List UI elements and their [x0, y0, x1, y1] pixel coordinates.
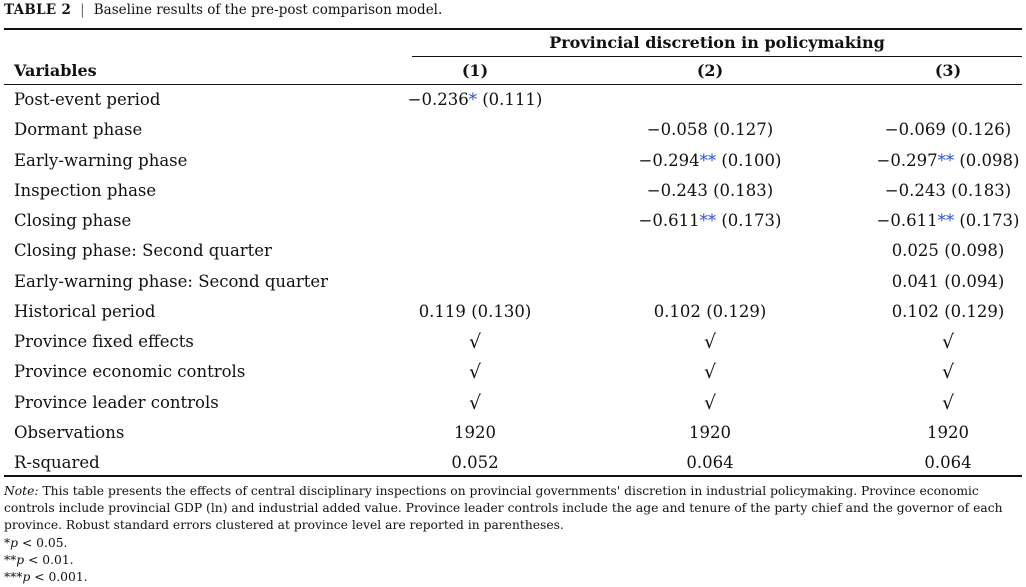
- checkmark-icon: √: [941, 361, 955, 384]
- coefficient: −0.243: [884, 180, 946, 200]
- row-label: Province leader controls: [14, 392, 219, 412]
- table-row: Post-event period −0.236* (0.111): [0, 88, 1026, 118]
- cell-value: 0.064: [686, 453, 734, 472]
- coefficient: −0.069: [884, 120, 946, 140]
- note-text: This table presents the effects of centr…: [4, 484, 1003, 533]
- row-label: Closing phase: Second quarter: [14, 241, 272, 261]
- coefficient: 0.041: [891, 271, 939, 291]
- column-spanner-heading: Provincial discretion in policymaking: [549, 33, 885, 52]
- variables-heading: Variables: [14, 61, 97, 80]
- table-notes: Note: This table presents the effects of…: [4, 483, 1022, 586]
- coefficient: −0.236: [407, 90, 469, 109]
- table-row: Early-warning phase: Second quarter 0.041…: [0, 270, 1026, 300]
- cell-value: 1920: [689, 422, 731, 442]
- standard-error: (0.127): [713, 120, 774, 140]
- coefficient: −0.297: [876, 150, 938, 170]
- table-caption: TABLE 2 | Baseline results of the pre-post…: [4, 2, 442, 18]
- cell-value: 1920: [454, 422, 496, 442]
- checkmark-icon: √: [468, 361, 482, 384]
- standard-error: (0.129): [706, 301, 767, 321]
- caption-separator: |: [80, 2, 85, 18]
- coefficient: −0.611: [876, 211, 938, 230]
- row-label: Inspection phase: [14, 180, 157, 200]
- significance-stars: **: [699, 150, 717, 170]
- table-row: R-squared 0.052 0.064 0.064: [0, 451, 1026, 481]
- table-row: Historical period 0.119 (0.130) 0.102 (0.1…: [0, 300, 1026, 330]
- spanner-rule: [412, 56, 1022, 57]
- standard-error: (0.129): [944, 301, 1005, 321]
- coefficient: 0.102: [653, 301, 701, 321]
- coefficient: −0.294: [638, 150, 700, 170]
- cell-value: 0.064: [924, 453, 972, 472]
- table-row: Dormant phase −0.058 (0.127) −0.069 (0.126…: [0, 118, 1026, 148]
- standard-error: (0.173): [959, 211, 1020, 230]
- standard-error: (0.098): [944, 241, 1005, 261]
- cell-value: 1920: [927, 422, 969, 442]
- row-label: Early-warning phase: Second quarter: [14, 271, 329, 291]
- row-label: R-squared: [14, 453, 100, 472]
- header-rule: [4, 84, 1022, 85]
- standard-error: (0.183): [713, 180, 774, 200]
- table-label: TABLE 2: [4, 2, 72, 18]
- checkmark-icon: √: [468, 391, 482, 414]
- row-label: Historical period: [14, 301, 156, 321]
- checkmark-icon: √: [703, 391, 717, 414]
- standard-error: (0.094): [944, 271, 1005, 291]
- row-label: Observations: [14, 422, 125, 442]
- significance-line-3: ***p < 0.001.: [4, 570, 88, 585]
- table-row: Province leader controls √ √ √: [0, 391, 1026, 421]
- top-rule: [4, 28, 1022, 30]
- coefficient: 0.102: [891, 301, 939, 321]
- significance-line-2: **p < 0.01.: [4, 552, 74, 567]
- standard-error: (0.173): [721, 211, 782, 230]
- note-paragraph: Note: This table presents the effects of…: [4, 483, 1022, 535]
- table-row: Province economic controls √ √ √: [0, 360, 1026, 390]
- standard-error: (0.098): [959, 150, 1020, 170]
- table-row: Province fixed effects √ √ √: [0, 330, 1026, 360]
- standard-error: (0.183): [951, 180, 1012, 200]
- checkmark-icon: √: [941, 391, 955, 414]
- row-label: Early-warning phase: [14, 150, 188, 170]
- row-label: Post-event period: [14, 90, 161, 109]
- caption-text: Baseline results of the pre-post compari…: [93, 2, 443, 18]
- note-label: Note:: [4, 484, 39, 498]
- table-row: Closing phase −0.611** (0.173) −0.611** (0…: [0, 209, 1026, 239]
- row-label: Province fixed effects: [14, 332, 194, 351]
- table-row: Inspection phase −0.243 (0.183) −0.243 (0.…: [0, 179, 1026, 209]
- checkmark-icon: √: [703, 361, 717, 384]
- coefficient: −0.058: [646, 120, 708, 140]
- significance-stars: **: [699, 211, 717, 230]
- coefficient: −0.243: [646, 180, 708, 200]
- row-label: Closing phase: [14, 211, 132, 230]
- standard-error: (0.111): [482, 90, 543, 109]
- checkmark-icon: √: [703, 331, 717, 353]
- cell-value: 0.052: [451, 453, 499, 472]
- row-label: Dormant phase: [14, 120, 143, 140]
- standard-error: (0.126): [951, 120, 1012, 140]
- standard-error: (0.100): [721, 150, 782, 170]
- table-row: Early-warning phase −0.294** (0.100) −0.29…: [0, 149, 1026, 179]
- coefficient: 0.025: [891, 241, 939, 261]
- table-row: Observations 1920 1920 1920: [0, 421, 1026, 451]
- checkmark-icon: √: [941, 331, 955, 353]
- row-label: Province economic controls: [14, 362, 246, 382]
- significance-stars: **: [937, 150, 955, 170]
- checkmark-icon: √: [468, 331, 482, 353]
- coefficient: 0.119: [418, 301, 466, 321]
- significance-stars: **: [937, 211, 955, 230]
- bottom-rule: [4, 475, 1022, 477]
- coefficient: −0.611: [638, 211, 700, 230]
- table-row: Closing phase: Second quarter 0.025 (0.09…: [0, 239, 1026, 269]
- significance-line-1: *p < 0.05.: [4, 535, 68, 550]
- standard-error: (0.130): [471, 301, 532, 321]
- significance-stars: *: [468, 90, 477, 109]
